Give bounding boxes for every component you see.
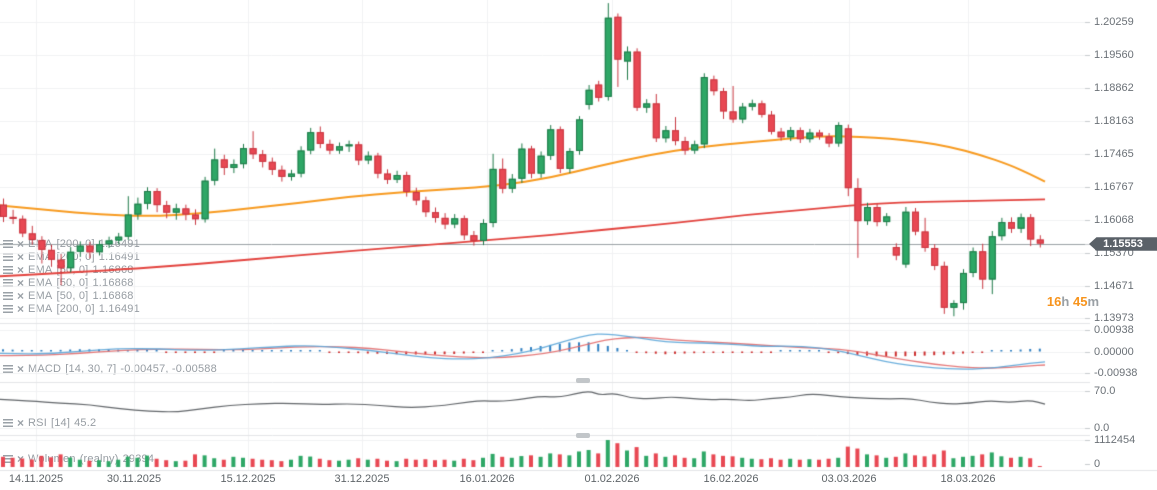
indicator-text: 1.16491 <box>98 237 140 250</box>
indicator-value: 29394 <box>122 452 155 465</box>
indicator-text: 1.16868 <box>92 289 134 302</box>
axis-date-label: 03.03.2026 <box>821 473 877 485</box>
axis-price-label: 1.13973 <box>1094 312 1134 324</box>
indicator-text: 1.16868 <box>92 276 134 289</box>
indicator-name: RSI <box>28 416 47 429</box>
indicator-settings-icon[interactable] <box>3 278 13 287</box>
ema-indicator-label[interactable]: × EMA [200, 0] 1.16491 <box>3 237 140 250</box>
axis-price-label: 1.16767 <box>1094 181 1134 193</box>
indicator-params: [14, 30, 7] <box>65 362 117 375</box>
indicator-value: 45.2 <box>74 416 97 429</box>
indicator-text: [200, 0] <box>56 302 95 315</box>
axis-date-label: 31.12.2025 <box>334 473 390 485</box>
indicator-remove-icon[interactable]: × <box>17 262 25 277</box>
current-price-badge: 1.15553 <box>1089 237 1157 251</box>
indicator-text: EMA <box>28 237 53 250</box>
indicator-text: [50, 0] <box>56 263 89 276</box>
axis-price-label: -0.00938 <box>1094 367 1138 379</box>
ema-indicator-label[interactable]: × EMA [200, 0] 1.16491 <box>3 250 140 263</box>
indicator-settings-icon[interactable] <box>3 239 13 248</box>
axis-price-label: 1.18163 <box>1094 115 1134 127</box>
indicator-params: (realny) <box>79 452 119 465</box>
indicator-settings-icon[interactable] <box>3 304 13 313</box>
axis-date-label: 14.11.2025 <box>8 473 64 485</box>
indicator-remove-icon[interactable]: × <box>17 415 25 430</box>
axis-price-label: 1.19560 <box>1094 49 1134 61</box>
indicator-text: 1.16491 <box>98 302 140 315</box>
axis-price-label: 1.18862 <box>1094 82 1134 94</box>
indicator-remove-icon[interactable]: × <box>17 288 25 303</box>
indicator-settings-icon[interactable] <box>3 418 13 427</box>
indicator-values: -0.00457, -0.00588 <box>120 362 217 375</box>
indicator-text: EMA <box>28 250 53 263</box>
pane-resize-handle[interactable] <box>576 433 590 438</box>
candle-countdown: 16h 45m <box>1047 294 1099 309</box>
indicator-text: [50, 0] <box>56 289 89 302</box>
indicator-text: [200, 0] <box>56 237 95 250</box>
indicator-text: EMA <box>28 263 53 276</box>
axis-price-label: 0.00000 <box>1094 345 1134 358</box>
indicator-remove-icon[interactable]: × <box>17 275 25 290</box>
axis-date-label: 16.01.2026 <box>459 473 515 485</box>
axis-price-label: 0.0 <box>1094 422 1110 434</box>
indicator-text: [50, 0] <box>56 276 89 289</box>
axis-price-label: 1.16068 <box>1094 214 1134 226</box>
axis-date-label: 01.02.2026 <box>584 473 640 485</box>
indicator-remove-icon[interactable]: × <box>17 249 25 264</box>
countdown-minutes-unit: m <box>1087 294 1099 309</box>
axis-date-label: 18.03.2026 <box>940 473 996 485</box>
macd-indicator-label[interactable]: × MACD [14, 30, 7] -0.00457, -0.00588 <box>3 362 217 375</box>
axis-price-label: 70.0 <box>1094 385 1116 397</box>
indicator-text: [200, 0] <box>56 250 95 263</box>
indicator-params: [14] <box>50 416 71 429</box>
axis-date-label: 30.11.2025 <box>106 473 162 485</box>
indicator-remove-icon[interactable]: × <box>17 451 25 466</box>
volume-indicator-label[interactable]: × Wolumen (realny) 29394 <box>3 452 154 465</box>
indicator-text: EMA <box>28 289 53 302</box>
countdown-hours-unit: h <box>1061 294 1070 309</box>
axis-date-label: 15.12.2025 <box>220 473 276 485</box>
axis-date-label: 16.02.2026 <box>703 473 759 485</box>
axis-price-label: 1.14671 <box>1094 280 1134 292</box>
axis-price-label: 0 <box>1094 458 1101 470</box>
pane-resize-handle[interactable] <box>576 378 590 383</box>
indicator-name: Wolumen <box>28 452 76 465</box>
axis-price-label: 0.00938 <box>1094 324 1134 336</box>
rsi-indicator-label[interactable]: × RSI [14] 45.2 <box>3 416 96 429</box>
indicator-text: 1.16491 <box>98 250 140 263</box>
ema-indicator-label[interactable]: × EMA [50, 0] 1.16868 <box>3 289 134 302</box>
indicator-remove-icon[interactable]: × <box>17 361 25 376</box>
ema-indicator-label[interactable]: × EMA [200, 0] 1.16491 <box>3 302 140 315</box>
countdown-hours: 16 <box>1046 294 1062 309</box>
indicator-settings-icon[interactable] <box>3 454 13 463</box>
indicator-text: EMA <box>28 302 53 315</box>
axis-price-label: 1.20259 <box>1094 16 1134 28</box>
indicator-settings-icon[interactable] <box>3 364 13 373</box>
indicator-text: EMA <box>28 276 53 289</box>
indicator-text: 1.16868 <box>92 263 134 276</box>
indicator-settings-icon[interactable] <box>3 252 13 261</box>
indicator-remove-icon[interactable]: × <box>17 236 25 251</box>
countdown-minutes: 45 <box>1072 294 1088 309</box>
indicator-remove-icon[interactable]: × <box>17 301 25 316</box>
ema-indicator-label[interactable]: × EMA [50, 0] 1.16868 <box>3 276 134 289</box>
indicator-settings-icon[interactable] <box>3 291 13 300</box>
axis-price-label: 1.17465 <box>1094 148 1134 160</box>
ema-indicator-label[interactable]: × EMA [50, 0] 1.16868 <box>3 263 134 276</box>
indicator-name: MACD <box>28 362 62 375</box>
axis-price-label: 1112454 <box>1094 434 1136 446</box>
indicator-settings-icon[interactable] <box>3 265 13 274</box>
